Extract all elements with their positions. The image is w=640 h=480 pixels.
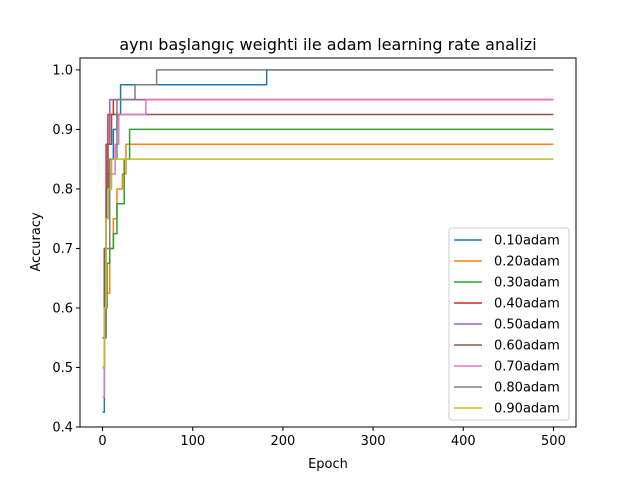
y-tick-label: 0.5	[52, 361, 73, 376]
legend-label: 0.80adam	[494, 381, 560, 396]
x-axis-ticks: 0 100 200 300 400 500	[98, 427, 566, 449]
x-tick-label: 100	[180, 434, 205, 449]
plot-area: 0 100 200 300 400 500 0.4 0.5 0.6 0.7 0.8 0.9 1.0	[52, 57, 577, 449]
y-tick-label: 0.8	[52, 182, 73, 197]
x-tick-label: 300	[361, 434, 386, 449]
y-tick-label: 1.0	[52, 63, 73, 78]
legend-label: 0.50adam	[494, 318, 560, 333]
x-tick-label: 500	[541, 434, 566, 449]
legend-label: 0.10adam	[494, 234, 560, 249]
legend: 0.10adam 0.20adam 0.30adam 0.40adam 0.50adam…	[448, 227, 570, 421]
legend-label: 0.40adam	[494, 297, 560, 312]
y-axis-ticks: 0.4 0.5 0.6 0.7 0.8 0.9 1.0	[52, 63, 80, 436]
legend-label: 0.70adam	[494, 360, 560, 375]
y-tick-label: 0.9	[52, 123, 73, 138]
legend-label: 0.20adam	[494, 255, 560, 270]
legend-label: 0.30adam	[494, 276, 560, 291]
series-layer	[102, 69, 554, 413]
y-tick-label: 0.4	[52, 421, 73, 436]
series-line-8	[102, 158, 554, 369]
x-tick-label: 400	[451, 434, 476, 449]
legend-box	[448, 227, 570, 421]
legend-label: 0.60adam	[494, 339, 560, 354]
x-axis-label: Epoch	[308, 457, 348, 472]
y-tick-label: 0.6	[52, 301, 73, 316]
y-tick-label: 0.7	[52, 242, 73, 257]
y-axis-label: Accuracy	[29, 212, 44, 272]
series-line-5	[102, 113, 554, 339]
x-tick-label: 200	[270, 434, 295, 449]
x-tick-label: 0	[98, 434, 106, 449]
legend-items: 0.10adam 0.20adam 0.30adam 0.40adam 0.50adam…	[454, 234, 560, 417]
legend-label: 0.90adam	[494, 402, 560, 417]
axes-frame	[79, 57, 577, 428]
chart-title: aynı başlangıç weighti ile adam learning…	[119, 35, 536, 54]
